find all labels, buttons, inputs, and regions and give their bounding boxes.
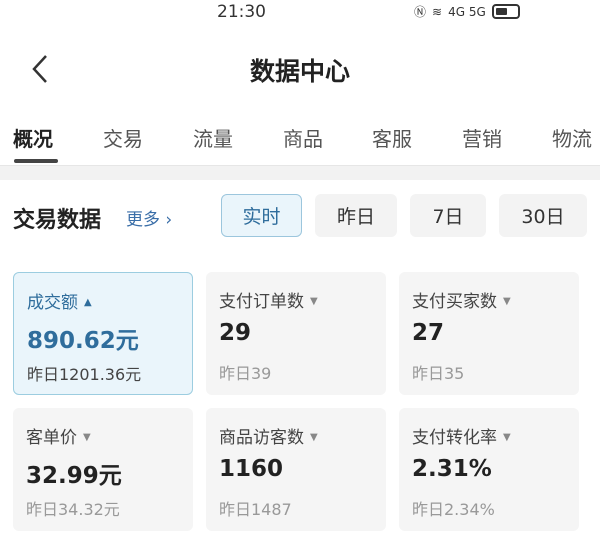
caret-up-icon[interactable]: ▲	[84, 297, 92, 308]
tab-products[interactable]: 商品	[283, 127, 323, 151]
back-button[interactable]	[26, 52, 56, 86]
metric-yesterday: 昨日39	[219, 364, 272, 383]
metric-yesterday: 昨日34.32元	[26, 500, 120, 519]
metric-label-text: 支付订单数	[219, 292, 304, 312]
metric-label: 商品访客数 ▼	[219, 423, 318, 448]
status-time: 21:30	[217, 2, 266, 22]
active-tab-indicator	[14, 159, 58, 163]
metric-label-text: 支付买家数	[412, 292, 497, 312]
more-link[interactable]: 更多 ›	[126, 210, 173, 230]
period-7d[interactable]: 7日	[410, 194, 486, 237]
metric-card[interactable]: 支付订单数 ▼ 29 昨日39	[206, 272, 386, 395]
metric-yesterday: 昨日35	[412, 364, 465, 383]
metric-card[interactable]: 支付转化率 ▼ 2.31% 昨日2.34%	[399, 408, 579, 531]
metric-yesterday: 昨日2.34%	[412, 500, 495, 519]
metric-value: 27	[412, 320, 445, 346]
metric-value: 29	[219, 320, 252, 346]
metric-label: 支付买家数 ▼	[412, 287, 511, 312]
metric-label: 客单价 ▼	[26, 423, 91, 448]
page-title: 数据中心	[249, 57, 350, 86]
tab-service[interactable]: 客服	[372, 127, 412, 151]
battery-icon	[491, 4, 520, 19]
metric-label-text: 客单价	[26, 428, 77, 448]
metric-label: 支付订单数 ▼	[219, 287, 318, 312]
tab-marketing[interactable]: 营销	[462, 127, 502, 151]
metric-label-text: 成交额	[27, 293, 78, 313]
metric-value: 890.62元	[27, 328, 139, 354]
metric-card[interactable]: 商品访客数 ▼ 1160 昨日1487	[206, 408, 386, 531]
section-title: 交易数据	[13, 208, 102, 233]
metric-yesterday: 昨日1201.36元	[27, 365, 142, 384]
metric-card[interactable]: 客单价 ▼ 32.99元 昨日34.32元	[13, 408, 193, 531]
metric-card[interactable]: 成交额 ▲ 890.62元 昨日1201.36元	[13, 272, 193, 395]
metric-value: 1160	[219, 456, 284, 482]
signal-icon: 4G 5G	[448, 4, 486, 19]
caret-down-icon[interactable]: ▼	[83, 432, 91, 443]
period-30d[interactable]: 30日	[499, 194, 587, 237]
tab-traffic[interactable]: 流量	[193, 127, 233, 151]
wifi-icon: ≋	[432, 4, 443, 19]
caret-down-icon[interactable]: ▼	[503, 296, 511, 307]
caret-down-icon[interactable]: ▼	[503, 432, 511, 443]
tab-bar: 概况 交易 流量 商品 客服 营销 物流	[0, 120, 600, 166]
metric-label: 成交额 ▲	[27, 288, 92, 313]
tab-overview[interactable]: 概况	[13, 127, 53, 151]
divider	[0, 166, 600, 180]
metric-label: 支付转化率 ▼	[412, 423, 511, 448]
caret-down-icon[interactable]: ▼	[310, 432, 318, 443]
metric-value: 32.99元	[26, 463, 122, 489]
tab-trade[interactable]: 交易	[103, 127, 143, 151]
metric-yesterday: 昨日1487	[219, 500, 292, 519]
metric-label-text: 支付转化率	[412, 428, 497, 448]
metric-label-text: 商品访客数	[219, 428, 304, 448]
period-realtime[interactable]: 实时	[221, 194, 302, 237]
tab-logistics[interactable]: 物流	[552, 127, 592, 151]
nfc-icon: Ⓝ	[414, 5, 427, 19]
metric-card[interactable]: 支付买家数 ▼ 27 昨日35	[399, 272, 579, 395]
metric-value: 2.31%	[412, 456, 492, 482]
caret-down-icon[interactable]: ▼	[310, 296, 318, 307]
status-icons: Ⓝ ≋ 4G 5G	[414, 3, 520, 20]
period-yesterday[interactable]: 昨日	[315, 194, 397, 237]
